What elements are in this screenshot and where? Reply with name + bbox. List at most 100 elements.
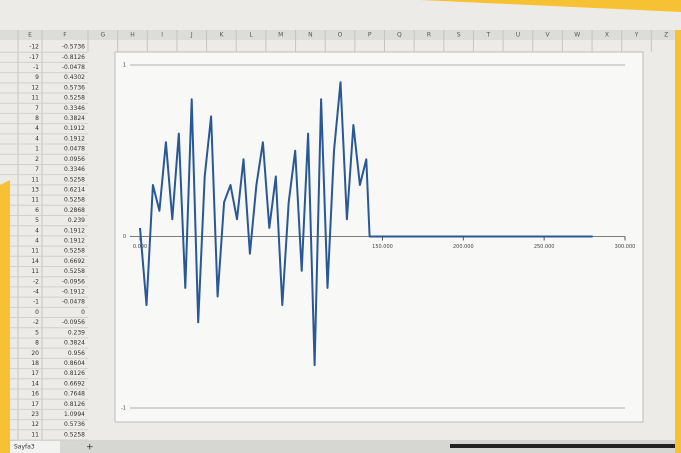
cell: -0.8126 <box>62 54 85 61</box>
column-header: T <box>485 32 490 39</box>
column-header: I <box>161 32 163 39</box>
cell: 0.8126 <box>64 401 85 408</box>
column-header: J <box>190 32 193 39</box>
cell: 4 <box>35 135 39 142</box>
cell: 0 <box>81 309 85 316</box>
cell: 0.6692 <box>64 258 85 265</box>
column-header: Q <box>397 32 402 39</box>
column-header: Z <box>664 32 668 39</box>
column-header: X <box>605 32 609 39</box>
cell: 0.5258 <box>64 431 85 438</box>
cell: 0.6214 <box>64 186 85 193</box>
cell: 17 <box>31 401 39 408</box>
cell: 0.1912 <box>64 135 85 142</box>
cell: -1 <box>33 299 39 306</box>
cell: 0.239 <box>68 217 85 224</box>
cell: 1.0994 <box>64 411 85 418</box>
cell: 0.6692 <box>64 380 85 387</box>
cell: 0.7648 <box>64 391 85 398</box>
cell: 11 <box>31 431 39 438</box>
cell: 16 <box>31 391 39 398</box>
cell: 0.1912 <box>64 227 85 234</box>
cell: 12 <box>31 84 39 91</box>
cell: 0.3824 <box>64 115 85 122</box>
x-tick-label: 300.000 <box>615 244 636 250</box>
cell: -0.0956 <box>62 278 85 285</box>
cell: -2 <box>33 278 39 285</box>
y-tick-label: 0 <box>123 234 126 240</box>
cell: 5 <box>35 329 39 336</box>
column-header: O <box>338 32 343 39</box>
cell: 13 <box>31 186 39 193</box>
cell: 0.3824 <box>64 340 85 347</box>
cell: 0.4302 <box>64 74 85 81</box>
sheet-tab-label[interactable]: Sayfa3 <box>14 444 35 451</box>
column-header: Y <box>634 32 639 39</box>
y-tick-label: -1 <box>121 406 126 412</box>
cell: 0 <box>35 309 39 316</box>
add-sheet-button[interactable]: + <box>86 443 94 453</box>
cell: 6 <box>35 207 39 214</box>
column-header: M <box>278 32 283 39</box>
column-header: W <box>574 32 580 39</box>
scrollbar[interactable] <box>450 444 676 448</box>
cell: 0.5736 <box>64 84 85 91</box>
cell: 14 <box>31 258 39 265</box>
cell: 11 <box>31 268 39 275</box>
cell: -0.5736 <box>62 44 85 51</box>
cell: 18 <box>31 360 39 367</box>
cell: 17 <box>31 370 39 377</box>
cell: -0.0956 <box>62 319 85 326</box>
cell: 4 <box>35 125 39 132</box>
cell: 0.5258 <box>64 268 85 275</box>
cell: -17 <box>29 54 39 61</box>
column-header: G <box>100 32 105 39</box>
column-header: N <box>308 32 313 39</box>
cell: 0.5258 <box>64 95 85 102</box>
cell: 7 <box>35 166 39 173</box>
cell: 0.5258 <box>64 176 85 183</box>
cell: -12 <box>29 44 39 51</box>
cell: 0.2868 <box>64 207 85 214</box>
x-tick-label: 250.000 <box>534 244 555 250</box>
cell: 20 <box>31 350 39 357</box>
cell: 8 <box>35 115 39 122</box>
cell: 4 <box>35 227 39 234</box>
cell: 11 <box>31 95 39 102</box>
cell: 0.1912 <box>64 125 85 132</box>
cell: 7 <box>35 105 39 112</box>
cell: 0.0478 <box>64 146 85 153</box>
screenshot: Sayfa3 + EFGHIJKLMNOPQRSTUVWXYZ-12-0.573… <box>0 0 681 453</box>
cell: 0.1912 <box>64 238 85 245</box>
cell: 0.239 <box>68 329 85 336</box>
cell: 4 <box>35 238 39 245</box>
cell: 14 <box>31 380 39 387</box>
cell: 0.956 <box>68 350 85 357</box>
cell: 8 <box>35 340 39 347</box>
cell: 11 <box>31 197 39 204</box>
cell: -0.1912 <box>62 289 85 296</box>
cell: 1 <box>35 146 39 153</box>
cell: 0.8604 <box>64 360 85 367</box>
x-tick-label: 200.000 <box>453 244 474 250</box>
cell: 11 <box>31 176 39 183</box>
cell: 0.3346 <box>64 105 85 112</box>
column-header: R <box>427 32 431 39</box>
cell: 2 <box>35 156 39 163</box>
x-tick-label: 150.000 <box>372 244 393 250</box>
cell: -0.0478 <box>62 64 85 71</box>
cell: 0.5258 <box>64 197 85 204</box>
column-header: E <box>28 32 32 39</box>
cell: -2 <box>33 319 39 326</box>
cell: 11 <box>31 248 39 255</box>
cell: 0.5258 <box>64 248 85 255</box>
column-header: P <box>368 32 372 39</box>
cell: 12 <box>31 421 39 428</box>
cell: -1 <box>33 64 39 71</box>
frame-decoration <box>675 30 681 453</box>
column-header: F <box>63 32 67 39</box>
cell: -0.0478 <box>62 299 85 306</box>
cell: 0.5736 <box>64 421 85 428</box>
cell: -4 <box>33 289 39 296</box>
cell: 23 <box>31 411 39 418</box>
